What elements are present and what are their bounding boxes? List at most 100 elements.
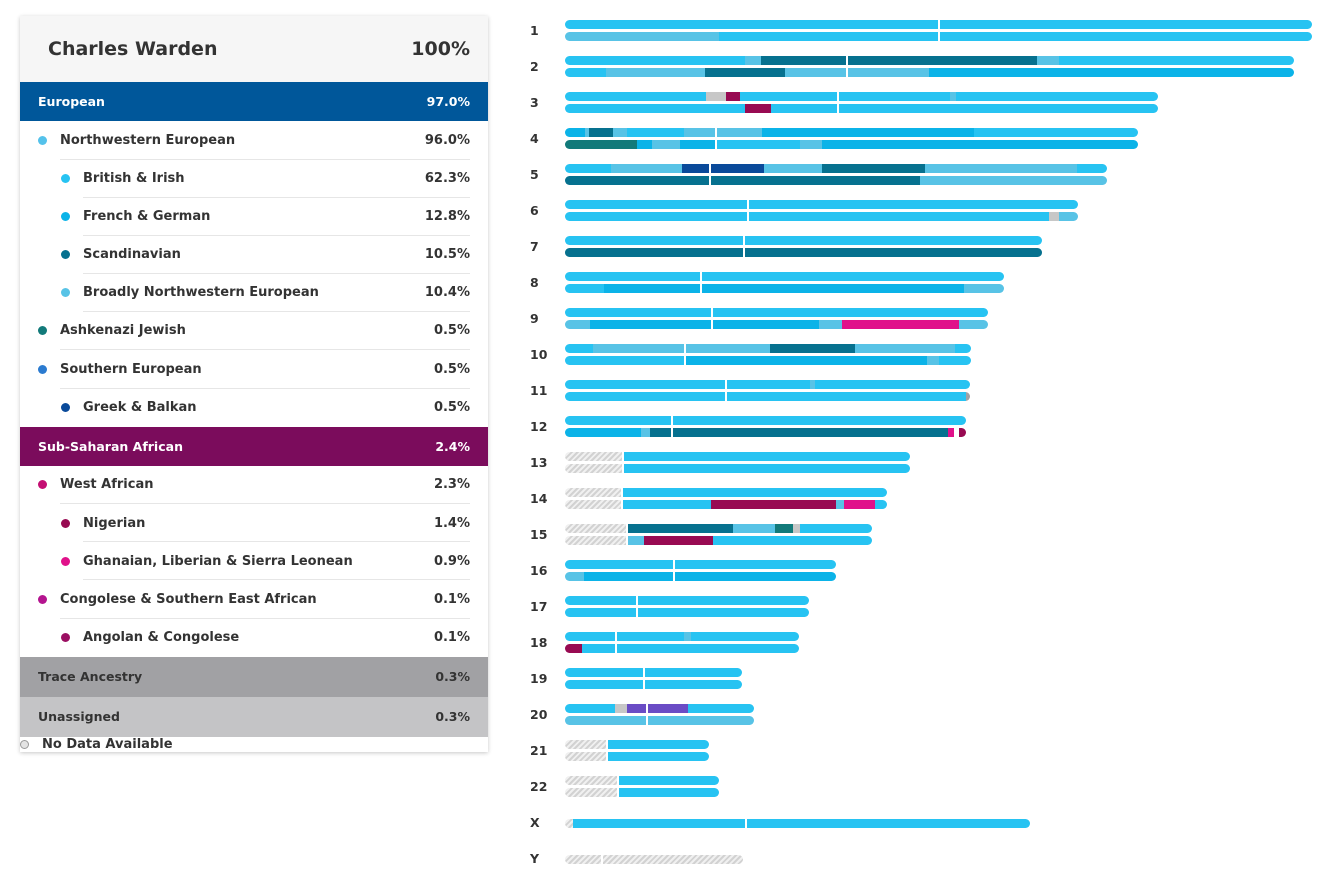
ancestry-segment[interactable] — [627, 536, 644, 545]
chromosome-19-strand-a[interactable] — [565, 668, 742, 677]
ancestry-row-northwestern-european[interactable]: Northwestern European 96.0% — [20, 121, 488, 160]
ancestry-segment[interactable] — [705, 68, 785, 77]
ancestry-segment[interactable] — [710, 176, 920, 185]
ancestry-segment[interactable] — [565, 596, 637, 605]
ancestry-segment[interactable] — [565, 32, 719, 41]
ancestry-segment[interactable] — [950, 92, 956, 101]
chromosome-2-strand-a[interactable] — [565, 56, 1294, 65]
ancestry-segment[interactable] — [733, 524, 775, 533]
ancestry-row-broadly-northwestern-european[interactable]: Broadly Northwestern European 10.4% — [20, 274, 488, 312]
ancestry-segment[interactable] — [565, 356, 685, 365]
ancestry-segment[interactable] — [855, 344, 955, 353]
ancestry-segment[interactable] — [565, 236, 744, 245]
ancestry-segment[interactable] — [647, 716, 754, 725]
chromosome-18-strand-a[interactable] — [565, 632, 799, 641]
ancestry-segment[interactable] — [810, 380, 815, 389]
ancestry-row-congolese-southern-east-african[interactable]: Congolese & Southern East African 0.1% — [20, 580, 488, 619]
chromosome-5-strand-b[interactable] — [565, 176, 1107, 185]
ancestry-segment[interactable] — [800, 140, 822, 149]
chromosome-20-strand-b[interactable] — [565, 716, 754, 725]
ancestry-segment[interactable] — [685, 356, 927, 365]
chromosome-15-strand-a[interactable] — [565, 524, 872, 533]
ancestry-segment[interactable] — [748, 200, 1078, 209]
ancestry-segment[interactable] — [607, 740, 709, 749]
ancestry-row-southern-european[interactable]: Southern European 0.5% — [20, 350, 488, 389]
ancestry-segment[interactable] — [674, 560, 836, 569]
ancestry-row-french-german[interactable]: French & German 12.8% — [20, 198, 488, 236]
ancestry-segment[interactable] — [573, 819, 746, 828]
chromosome-14-strand-a[interactable] — [565, 488, 887, 497]
ancestry-segment[interactable] — [590, 320, 712, 329]
ancestry-segment[interactable] — [875, 500, 887, 509]
ancestry-segment[interactable] — [637, 596, 809, 605]
ancestry-segment[interactable] — [745, 56, 761, 65]
ancestry-segment[interactable] — [627, 524, 733, 533]
ancestry-segment[interactable] — [974, 128, 1138, 137]
ancestry-segment[interactable] — [637, 140, 652, 149]
ancestry-segment[interactable] — [565, 212, 748, 221]
ancestry-segment[interactable] — [688, 704, 754, 713]
ancestry-segment[interactable] — [929, 68, 1294, 77]
ancestry-segment[interactable] — [956, 92, 1158, 101]
ancestry-segment[interactable] — [637, 608, 809, 617]
ancestry-segment[interactable] — [815, 380, 970, 389]
chromosome-18-strand-b[interactable] — [565, 644, 799, 653]
chromosome-3-strand-b[interactable] — [565, 104, 1158, 113]
ancestry-segment[interactable] — [685, 344, 770, 353]
chromosome-2-strand-b[interactable] — [565, 68, 1294, 77]
ancestry-segment[interactable] — [606, 68, 705, 77]
ancestry-row-west-african[interactable]: West African 2.3% — [20, 466, 488, 505]
ancestry-segment[interactable] — [565, 56, 745, 65]
ancestry-segment[interactable] — [618, 788, 719, 797]
ancestry-segment[interactable] — [770, 344, 855, 353]
chromosome-21-strand-b[interactable] — [565, 752, 709, 761]
chromosome-16-strand-b[interactable] — [565, 572, 836, 581]
ancestry-segment[interactable] — [565, 608, 637, 617]
ancestry-segment[interactable] — [616, 644, 799, 653]
chromosome-X-strand-a[interactable] — [565, 819, 1030, 828]
chromosome-6-strand-b[interactable] — [565, 212, 1078, 221]
ancestry-segment[interactable] — [623, 464, 910, 473]
chromosome-10-strand-a[interactable] — [565, 344, 971, 353]
chromosome-12-strand-a[interactable] — [565, 416, 966, 425]
ancestry-segment[interactable] — [844, 500, 875, 509]
ancestry-segment[interactable] — [762, 128, 974, 137]
ancestry-row-ashkenazi-jewish[interactable]: Ashkenazi Jewish 0.5% — [20, 312, 488, 351]
ancestry-segment[interactable] — [565, 320, 590, 329]
ancestry-segment[interactable] — [847, 68, 929, 77]
ancestry-segment[interactable] — [748, 212, 1049, 221]
chromosome-21-strand-a[interactable] — [565, 740, 709, 749]
ancestry-segment[interactable] — [775, 524, 793, 533]
ancestry-segment[interactable] — [719, 20, 1312, 29]
ancestry-segment[interactable] — [565, 248, 744, 257]
ancestry-row-ghanaian-liberian-sierra-leonean[interactable]: Ghanaian, Liberian & Sierra Leonean 0.9% — [20, 542, 488, 580]
ancestry-segment[interactable] — [712, 320, 819, 329]
ancestry-segment[interactable] — [764, 164, 822, 173]
chromosome-7-strand-a[interactable] — [565, 236, 1042, 245]
ancestry-segment[interactable] — [565, 68, 606, 77]
chromosome-12-strand-b[interactable] — [565, 428, 966, 437]
ancestry-segment[interactable] — [618, 776, 719, 785]
ancestry-segment[interactable] — [582, 644, 616, 653]
ancestry-segment[interactable] — [959, 320, 988, 329]
ancestry-row-european-group[interactable]: European 97.0% — [20, 82, 488, 121]
ancestry-segment[interactable] — [746, 819, 1030, 828]
ancestry-segment[interactable] — [565, 572, 584, 581]
ancestry-row-greek-balkan[interactable]: Greek & Balkan 0.5% — [20, 389, 488, 427]
ancestry-segment[interactable] — [622, 488, 887, 497]
ancestry-segment[interactable] — [565, 272, 701, 281]
chromosome-15-strand-b[interactable] — [565, 536, 872, 545]
ancestry-segment[interactable] — [1059, 212, 1078, 221]
ancestry-row-trace-ancestry[interactable]: Trace Ancestry 0.3% — [20, 656, 488, 697]
ancestry-segment[interactable] — [701, 284, 964, 293]
ancestry-segment[interactable] — [565, 200, 748, 209]
ancestry-segment[interactable] — [565, 644, 582, 653]
ancestry-segment[interactable] — [939, 356, 971, 365]
ancestry-segment[interactable] — [822, 164, 925, 173]
ancestry-row-unassigned[interactable]: Unassigned 0.3% — [20, 696, 488, 737]
chromosome-14-strand-b[interactable] — [565, 500, 887, 509]
ancestry-segment[interactable] — [959, 428, 966, 437]
ancestry-segment[interactable] — [565, 560, 674, 569]
ancestry-segment[interactable] — [622, 500, 711, 509]
ancestry-segment[interactable] — [584, 572, 674, 581]
